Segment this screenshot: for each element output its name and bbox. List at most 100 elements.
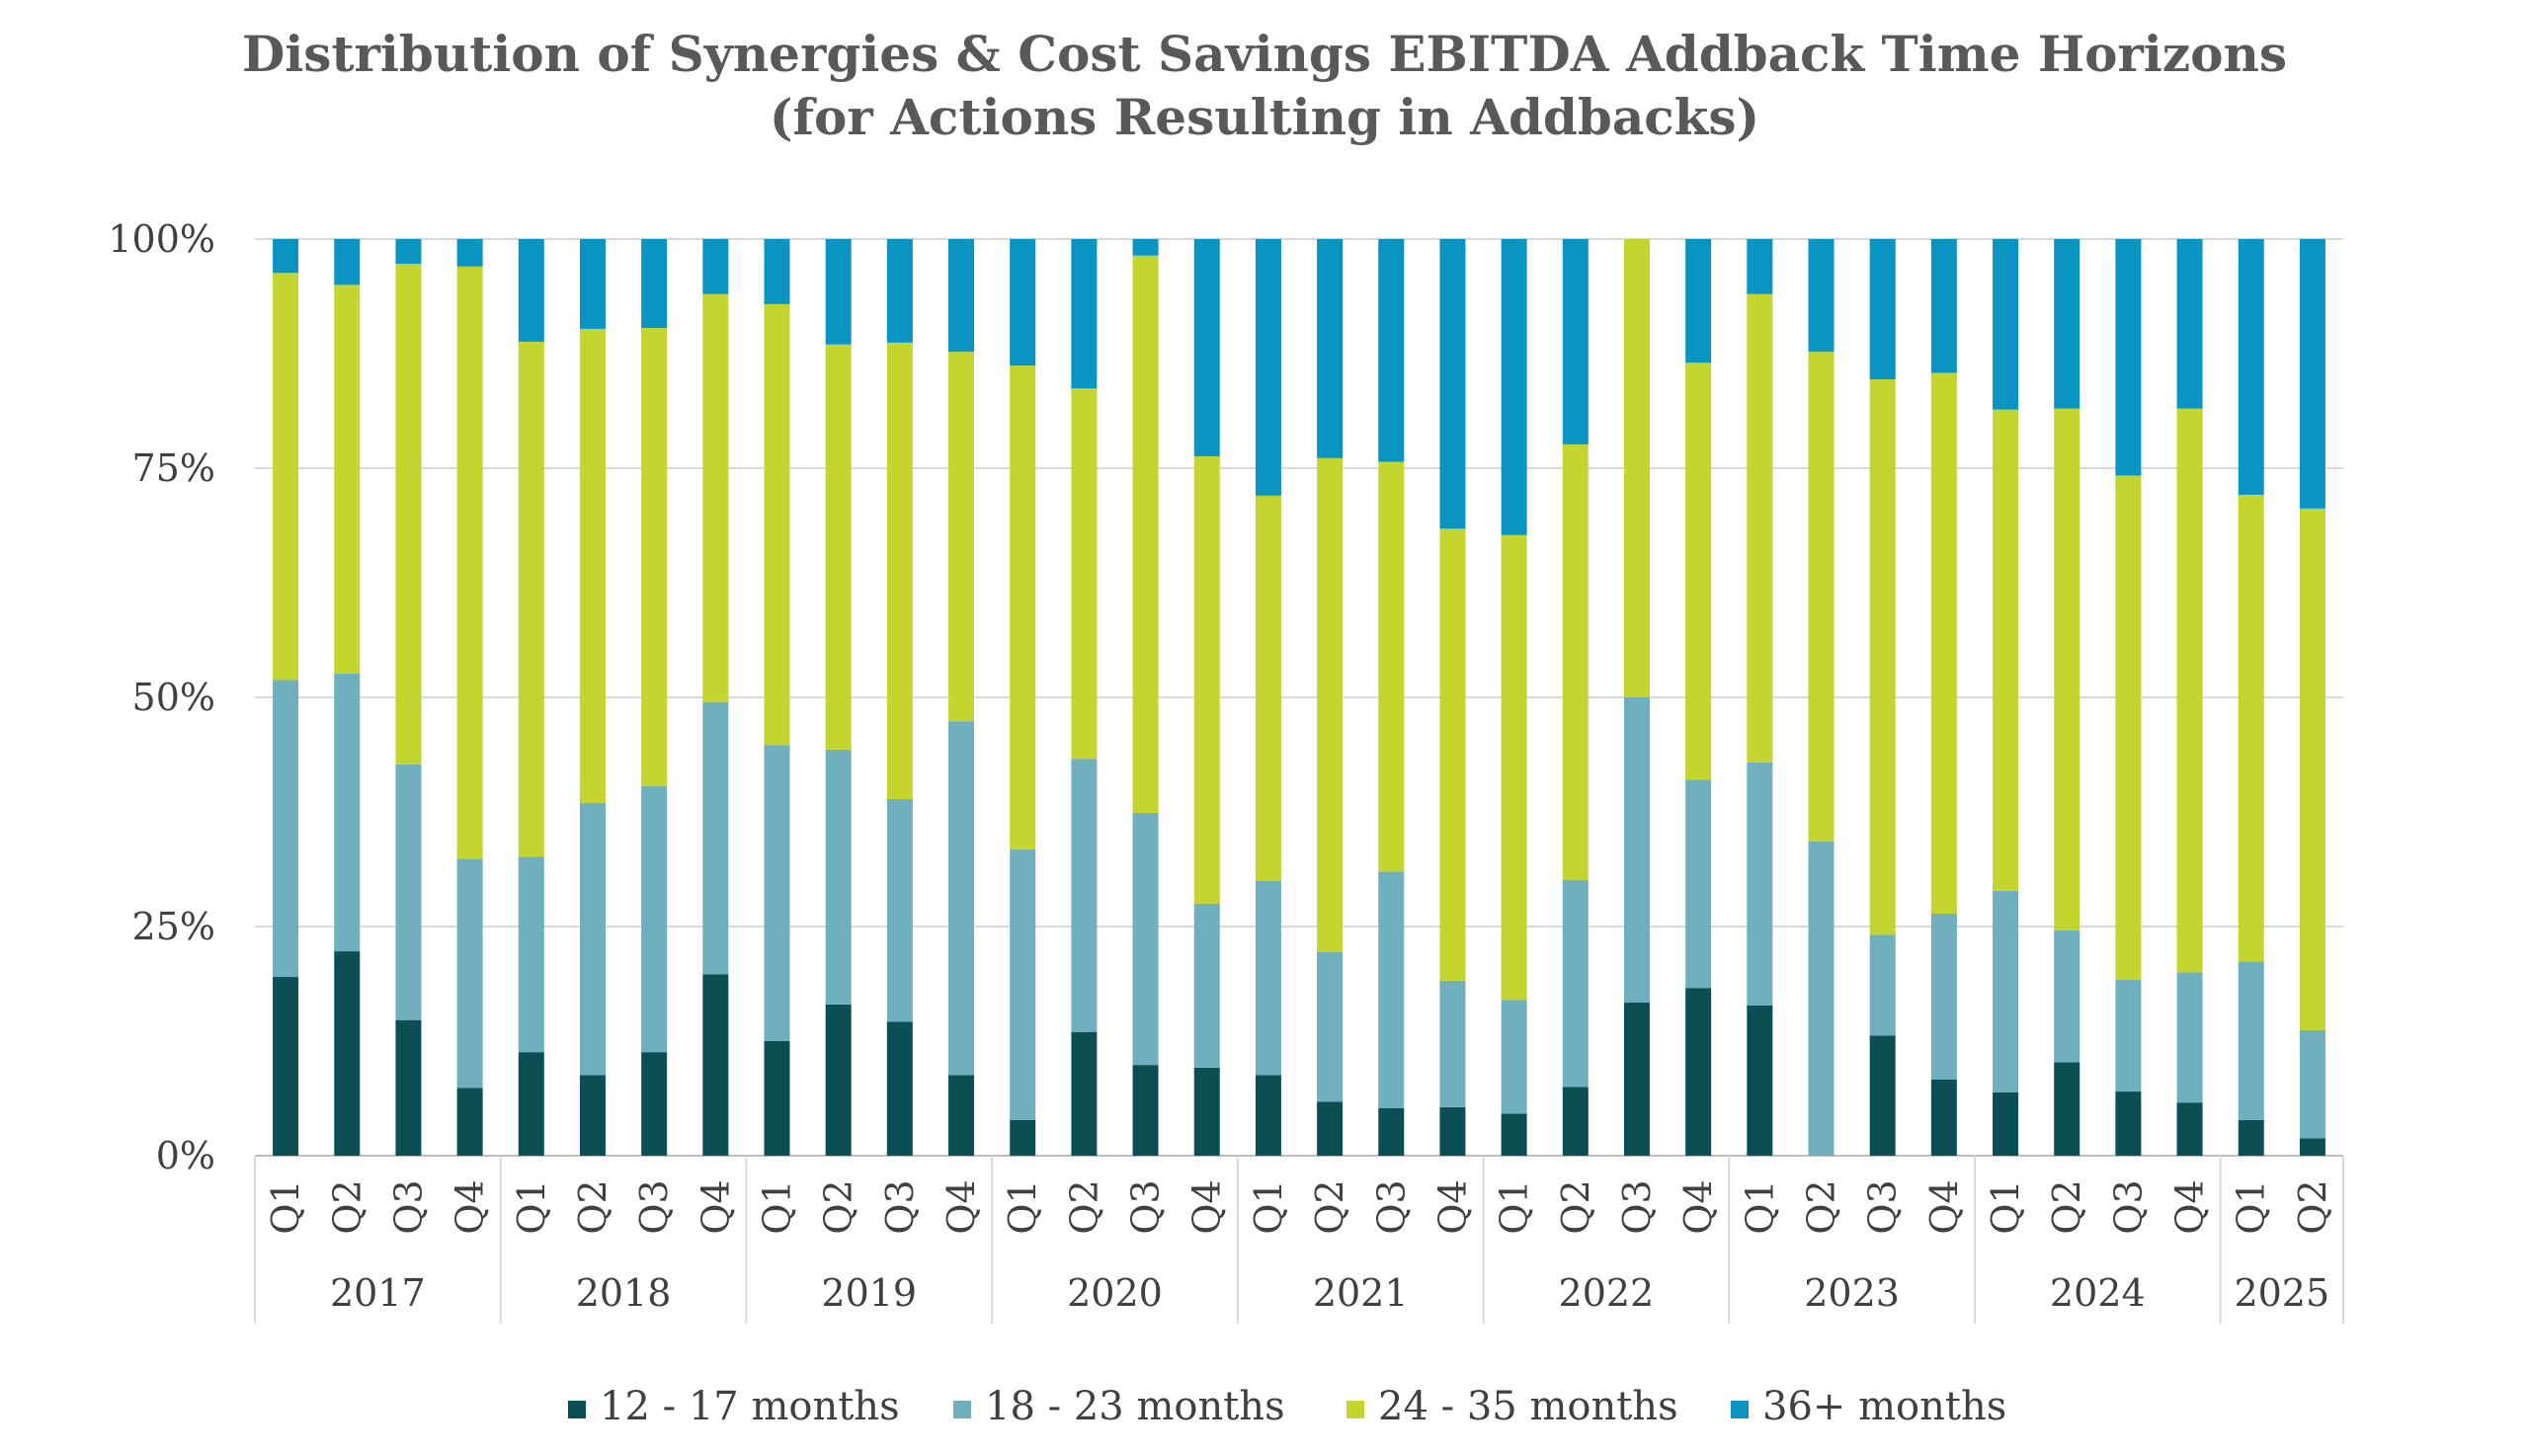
bar-segment-1-3 <box>395 1019 422 1156</box>
y-axis-ticks: 0% 25% 50% 75% 100% <box>108 217 215 1177</box>
bar-segment-2-23 <box>1623 697 1650 1004</box>
bar-segment-1-19 <box>1378 1107 1405 1156</box>
legend-swatch-1 <box>568 1401 586 1418</box>
bar-segment-2-21 <box>1501 1000 1527 1114</box>
bar-segment-1-4 <box>456 1088 483 1156</box>
bar-segment-1-10 <box>825 1004 852 1156</box>
x-tick-label: Q3 <box>1861 1179 1905 1234</box>
bar-segment-4-11 <box>886 239 913 343</box>
bar-segment-2-32 <box>2176 972 2203 1103</box>
bar-segment-2-9 <box>764 745 790 1041</box>
bar-segment-1-15 <box>1132 1065 1159 1156</box>
chart-subtitle: (for Actions Resulting in Addbacks) <box>770 88 1759 146</box>
x-tick-label: Q3 <box>878 1179 922 1234</box>
bar-segment-3-14 <box>1071 388 1098 760</box>
bar-segment-3-8 <box>702 293 729 702</box>
bar-segment-2-3 <box>395 764 422 1020</box>
x-tick-label: Q2 <box>1554 1179 1597 1234</box>
bar-segment-3-28 <box>1930 372 1957 915</box>
bar-segment-4-34 <box>2299 239 2325 509</box>
x-tick-label: Q1 <box>1001 1179 1044 1234</box>
legend-swatch-2 <box>953 1401 971 1418</box>
year-label-2022: 2022 <box>1559 1271 1655 1315</box>
x-tick-label: Q4 <box>1922 1179 1966 1234</box>
bar-segment-2-30 <box>2054 930 2080 1063</box>
year-label-2020: 2020 <box>1067 1271 1163 1315</box>
bar-segment-1-16 <box>1193 1067 1220 1156</box>
legend-label-2: 18 - 23 months <box>985 1384 1285 1429</box>
x-tick-label: Q2 <box>2291 1179 2334 1234</box>
bar-segment-4-22 <box>1562 239 1589 445</box>
bar-segment-2-34 <box>2299 1029 2325 1139</box>
bar-segment-1-9 <box>764 1041 790 1156</box>
bar-segment-3-25 <box>1747 293 1773 763</box>
bar-segment-2-13 <box>1010 849 1036 1120</box>
bar-segment-1-11 <box>886 1021 913 1156</box>
year-label-2019: 2019 <box>821 1271 917 1315</box>
bar-segment-1-25 <box>1747 1005 1773 1156</box>
bar-segment-4-31 <box>2115 239 2142 476</box>
bar-segment-4-32 <box>2176 239 2203 409</box>
bar-segment-1-13 <box>1010 1119 1036 1156</box>
bar-segment-4-21 <box>1501 239 1527 535</box>
bar-segment-4-10 <box>825 239 852 345</box>
x-tick-label: Q4 <box>2168 1179 2212 1234</box>
bar-segment-4-9 <box>764 239 790 304</box>
bar-segment-3-10 <box>825 344 852 750</box>
y-tick-label: 75% <box>132 446 215 490</box>
bar-segment-3-11 <box>886 342 913 800</box>
bar-segment-1-7 <box>641 1052 668 1156</box>
bar-segment-4-33 <box>2238 239 2264 495</box>
bar-segment-4-16 <box>1193 239 1220 456</box>
bar-segment-4-25 <box>1747 239 1773 294</box>
bar-segment-4-19 <box>1378 239 1405 462</box>
bar-segment-2-1 <box>273 680 299 978</box>
gridlines <box>255 238 2343 1157</box>
bar-segment-4-8 <box>702 239 729 294</box>
bar-segment-2-2 <box>334 673 361 952</box>
bar-segment-3-7 <box>641 328 668 787</box>
bar-segment-3-30 <box>2054 408 2080 930</box>
chart-title: Distribution of Synergies & Cost Savings… <box>242 25 2287 83</box>
bar-segment-3-13 <box>1010 365 1036 850</box>
year-label-2024: 2024 <box>2050 1271 2146 1315</box>
y-tick-label: 50% <box>132 676 215 719</box>
bar-segment-3-6 <box>579 328 606 803</box>
bar-segment-4-28 <box>1930 239 1957 373</box>
bar-segment-1-34 <box>2299 1138 2325 1156</box>
bars <box>273 239 2325 1156</box>
bar-segment-4-29 <box>1993 239 2019 410</box>
bar-segment-2-19 <box>1378 871 1405 1108</box>
year-label-2018: 2018 <box>576 1271 672 1315</box>
y-tick-label: 0% <box>156 1134 215 1177</box>
bar-segment-1-28 <box>1930 1079 1957 1156</box>
bar-segment-3-23 <box>1623 239 1650 697</box>
x-tick-label: Q3 <box>2106 1179 2150 1234</box>
bar-segment-2-6 <box>579 802 606 1076</box>
bar-segment-1-5 <box>518 1052 544 1156</box>
bar-segment-1-21 <box>1501 1113 1527 1156</box>
bar-segment-1-6 <box>579 1075 606 1156</box>
bar-segment-1-23 <box>1623 1003 1650 1156</box>
bar-segment-3-12 <box>948 352 975 722</box>
bar-segment-3-16 <box>1193 455 1220 904</box>
y-tick-label: 100% <box>108 217 215 261</box>
bar-segment-1-22 <box>1562 1087 1589 1156</box>
x-tick-label: Q1 <box>1247 1179 1290 1234</box>
bar-segment-4-5 <box>518 239 544 342</box>
x-tick-label: Q4 <box>1430 1179 1474 1234</box>
bar-segment-2-8 <box>702 701 729 975</box>
bar-segment-2-14 <box>1071 759 1098 1032</box>
bar-segment-2-24 <box>1685 779 1712 989</box>
bar-segment-3-27 <box>1869 378 1896 935</box>
bar-segment-3-18 <box>1317 457 1344 952</box>
x-tick-label: Q2 <box>1800 1179 1843 1234</box>
year-label-2017: 2017 <box>330 1271 426 1315</box>
x-tick-label: Q4 <box>693 1179 737 1234</box>
bar-segment-1-33 <box>2238 1119 2264 1156</box>
legend-swatch-4 <box>1731 1401 1749 1418</box>
bar-segment-1-17 <box>1255 1075 1281 1156</box>
bar-segment-2-20 <box>1439 980 1466 1107</box>
x-tick-label: Q3 <box>1369 1179 1413 1234</box>
